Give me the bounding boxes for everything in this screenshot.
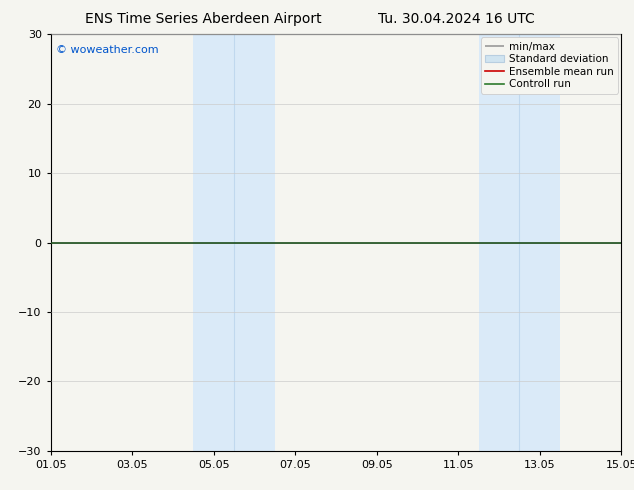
Bar: [193, 34, 234, 451]
Legend: min/max, Standard deviation, Ensemble mean run, Controll run: min/max, Standard deviation, Ensemble me…: [481, 37, 618, 94]
Bar: [519, 34, 560, 451]
Text: ENS Time Series Aberdeen Airport: ENS Time Series Aberdeen Airport: [84, 12, 321, 26]
Bar: [479, 34, 519, 451]
Bar: [234, 34, 275, 451]
Text: © woweather.com: © woweather.com: [56, 45, 159, 55]
Text: Tu. 30.04.2024 16 UTC: Tu. 30.04.2024 16 UTC: [378, 12, 535, 26]
